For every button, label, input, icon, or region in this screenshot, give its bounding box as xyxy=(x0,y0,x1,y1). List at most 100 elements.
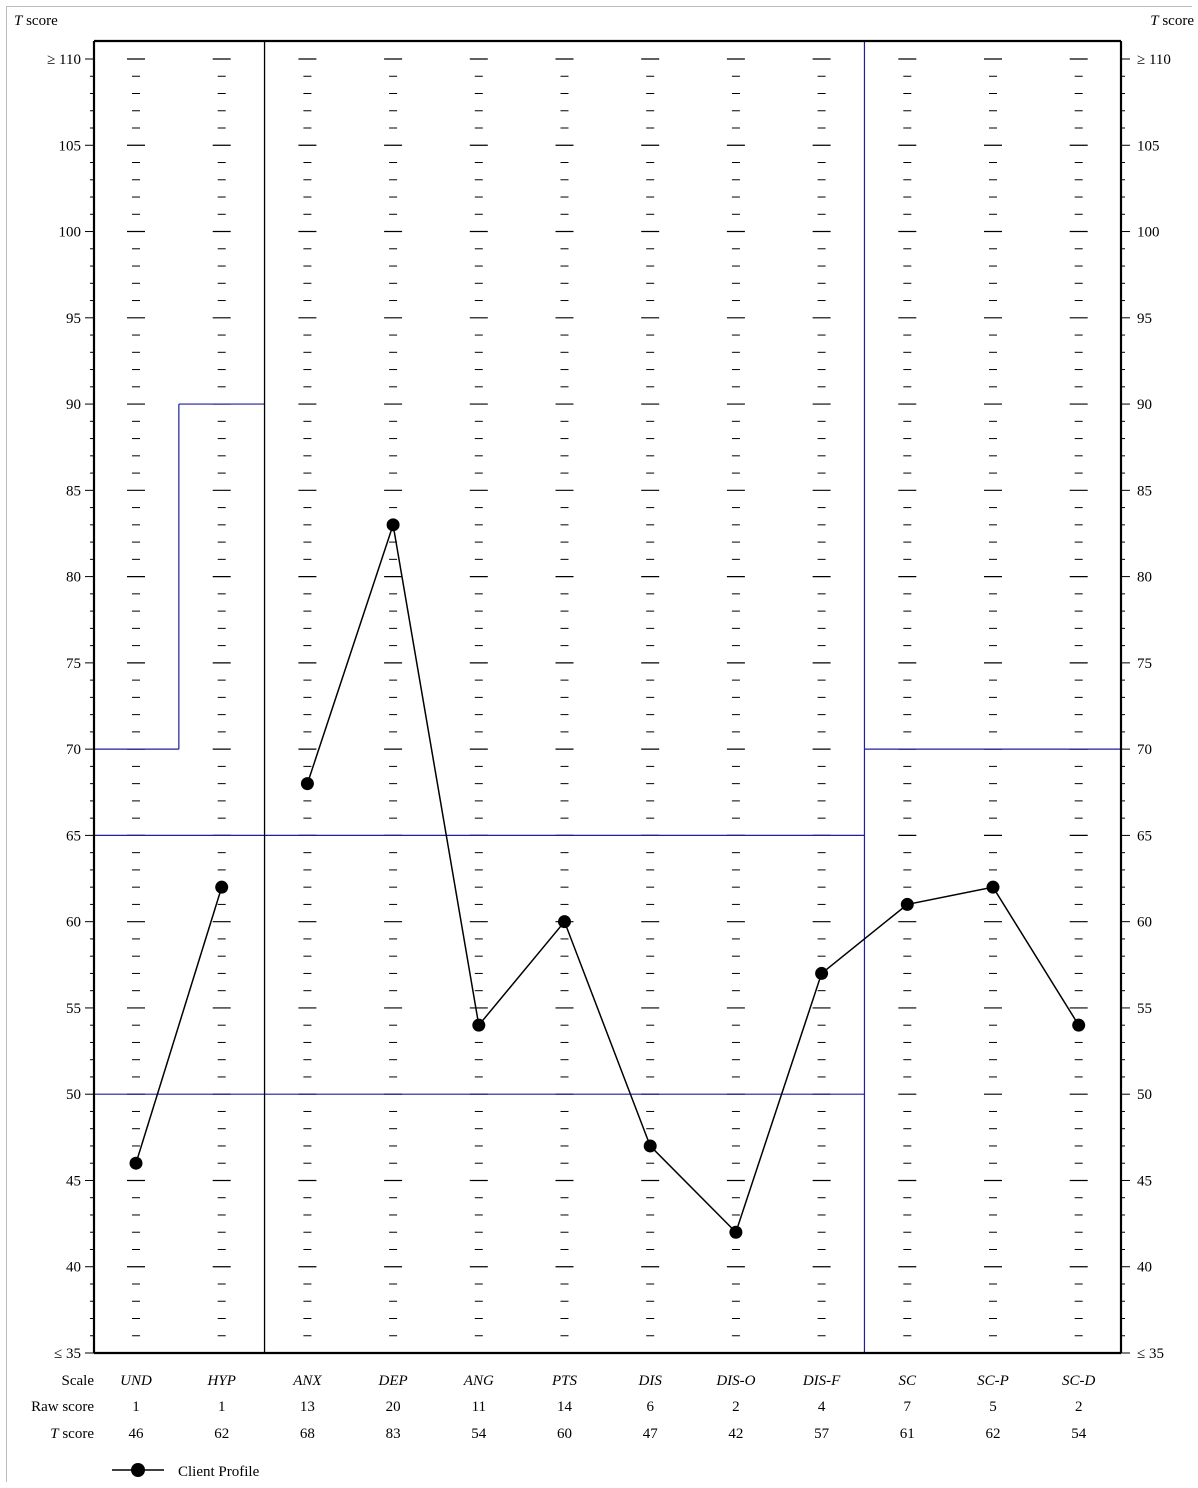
grid-column-dis xyxy=(641,58,660,1337)
y-tick-label-left: 50 xyxy=(66,1087,81,1103)
y-tick-label-left: 70 xyxy=(66,742,81,758)
t-score-dep: 83 xyxy=(386,1426,401,1442)
data-point-sc xyxy=(900,897,914,911)
y-tick-label-right: 70 xyxy=(1137,742,1152,758)
t-score-dis-f: 57 xyxy=(814,1426,830,1442)
grid-column-anx xyxy=(298,58,317,1337)
y-tick-label-left: ≥ 110 xyxy=(47,52,81,68)
scale-sc-p: SC-P xyxy=(977,1373,1009,1389)
score-table: Scale UND HYP ANX DEP ANG PTS DIS DIS-O DIS-F SC SC… xyxy=(31,1373,1095,1442)
y-tick-label-right: 100 xyxy=(1137,225,1160,241)
raw-score-sc-d: 2 xyxy=(1075,1399,1083,1415)
grid-column-hyp xyxy=(212,58,231,1337)
legend-label: Client Profile xyxy=(178,1464,260,1480)
page-frame xyxy=(6,6,1192,1482)
data-point-pts xyxy=(558,915,571,929)
scale-sc: SC xyxy=(899,1373,918,1389)
t-score-pts: 60 xyxy=(557,1426,572,1442)
data-point-sc-d xyxy=(1072,1018,1086,1032)
y-tick-label-right: 45 xyxy=(1137,1173,1152,1189)
y-tick-label-left: 60 xyxy=(66,915,81,931)
y-tick-label-right: ≤ 35 xyxy=(1137,1346,1164,1362)
y-tick-label-right: 50 xyxy=(1137,1087,1152,1103)
t-score-sc-p: 62 xyxy=(986,1426,1001,1442)
scale-und: UND xyxy=(120,1373,152,1389)
y-axis-title-right: T score xyxy=(1150,13,1194,29)
raw-score-dep: 20 xyxy=(386,1399,401,1415)
scale-dep: DEP xyxy=(378,1373,408,1389)
t-score-anx: 68 xyxy=(300,1426,315,1442)
row-label-scale: Scale xyxy=(62,1373,95,1389)
raw-score-dis: 6 xyxy=(646,1399,654,1415)
scale-anx: ANX xyxy=(292,1373,322,1389)
y-tick-label-left: 65 xyxy=(66,828,81,844)
scale-hyp: HYP xyxy=(207,1373,236,1389)
raw-score-ang: 11 xyxy=(472,1399,486,1415)
data-point-dis-o xyxy=(729,1225,743,1239)
t-score-sc: 61 xyxy=(900,1426,915,1442)
t-score-sc-d: 54 xyxy=(1071,1426,1087,1442)
column-tick-grid xyxy=(127,58,1088,1337)
grid-column-sc-p xyxy=(984,58,1002,1337)
grid-column-ang xyxy=(469,58,488,1337)
legend-marker xyxy=(131,1463,145,1477)
t-score-dis-o: 42 xyxy=(728,1426,743,1442)
grid-column-sc-d xyxy=(1069,58,1088,1337)
grid-column-sc xyxy=(898,58,917,1337)
data-point-anx xyxy=(300,777,314,791)
t-score-und: 46 xyxy=(129,1426,145,1442)
y-tick-label-left: 105 xyxy=(59,138,82,154)
grid-column-dis-o xyxy=(726,58,745,1337)
y-tick-label-left: 75 xyxy=(66,656,81,672)
grid-column-dep xyxy=(384,58,403,1337)
data-point-sc-p xyxy=(986,880,1000,894)
scale-pts: PTS xyxy=(551,1373,578,1389)
y-tick-label-right: ≥ 110 xyxy=(1137,52,1171,68)
y-tick-label-right: 80 xyxy=(1137,570,1152,586)
data-point-und xyxy=(129,1156,143,1170)
scale-ang: ANG xyxy=(463,1373,494,1389)
legend: Client Profile xyxy=(112,1463,260,1480)
plot-frame xyxy=(92,39,1123,1355)
y-axis-ticks: ≥ 110 ≥ 110 105 105 100 100 95 95 90 90 85 85 80 80 75… xyxy=(47,52,1171,1362)
scale-sc-d: SC-D xyxy=(1062,1373,1096,1389)
row-label-t-score: T score xyxy=(50,1426,94,1442)
scale-dis-f: DIS-F xyxy=(802,1373,841,1389)
scale-dis-o: DIS-O xyxy=(715,1373,755,1389)
y-tick-label-left: 95 xyxy=(66,311,81,327)
y-tick-label-right: 95 xyxy=(1137,311,1152,327)
data-point-hyp xyxy=(215,880,229,894)
y-tick-label-right: 65 xyxy=(1137,828,1152,844)
data-point-dis xyxy=(643,1139,657,1153)
y-tick-label-left: 40 xyxy=(66,1260,81,1276)
y-tick-label-left: 80 xyxy=(66,570,81,586)
raw-score-pts: 14 xyxy=(557,1399,573,1415)
row-label-raw-score: Raw score xyxy=(31,1399,94,1415)
y-tick-label-left: 90 xyxy=(66,397,81,413)
y-tick-label-right: 55 xyxy=(1137,1001,1152,1017)
raw-score-dis-o: 2 xyxy=(732,1399,740,1415)
y-tick-label-right: 90 xyxy=(1137,397,1152,413)
y-tick-label-left: 100 xyxy=(59,225,82,241)
profile-line-segment-1 xyxy=(135,886,223,1164)
raw-score-sc: 7 xyxy=(904,1399,912,1415)
data-point-ang xyxy=(472,1018,486,1032)
scale-dis: DIS xyxy=(638,1373,663,1389)
data-point-dis-f xyxy=(815,966,829,980)
raw-score-und: 1 xyxy=(132,1399,140,1415)
t-score-ang: 54 xyxy=(471,1426,487,1442)
y-tick-label-right: 60 xyxy=(1137,915,1152,931)
grid-column-dis-f xyxy=(812,58,831,1337)
raw-score-dis-f: 4 xyxy=(818,1399,826,1415)
raw-score-anx: 13 xyxy=(300,1399,315,1415)
y-tick-label-left: 85 xyxy=(66,483,81,499)
t-score-hyp: 62 xyxy=(214,1426,229,1442)
reference-lines xyxy=(94,41,1121,1353)
y-tick-label-right: 75 xyxy=(1137,656,1152,672)
raw-score-sc-p: 5 xyxy=(989,1399,997,1415)
y-axis-title-left: T score xyxy=(14,13,58,29)
y-tick-label-right: 105 xyxy=(1137,138,1160,154)
y-tick-label-right: 85 xyxy=(1137,483,1152,499)
data-point-dep xyxy=(386,518,400,532)
